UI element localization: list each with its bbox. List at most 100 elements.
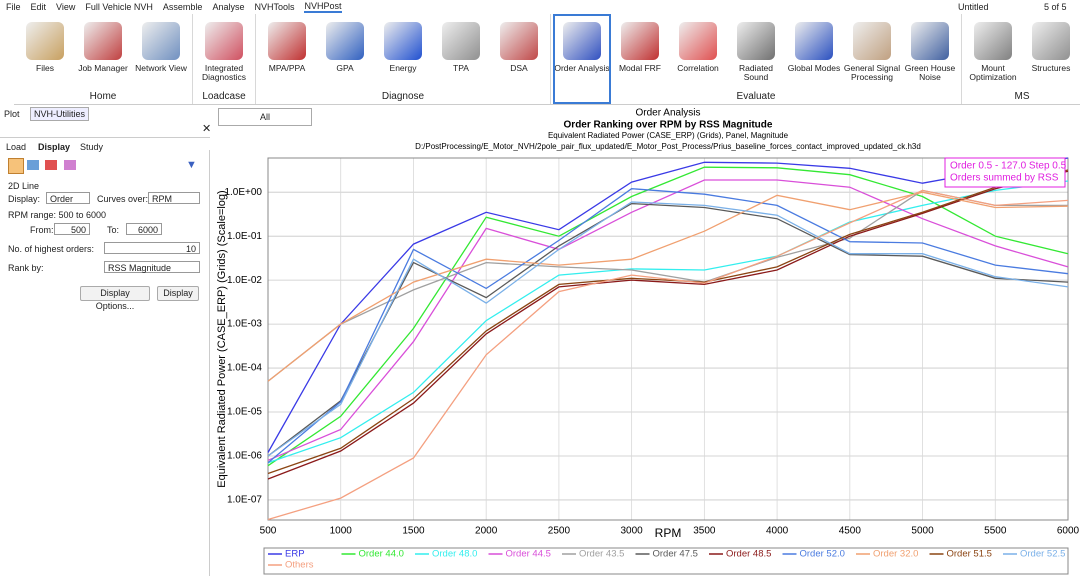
icon-bar[interactable] [45,160,57,170]
group-label: Home [89,91,117,102]
ribbon-item[interactable]: Integrated Diagnostics [195,14,253,104]
filter[interactable]: All [218,108,312,126]
ribbon-item[interactable]: Correlation [669,14,727,104]
x-tick-label: 1500 [402,526,425,537]
x-tick-label: 4000 [766,526,789,537]
ribbon-item[interactable]: Structures [1022,14,1080,104]
icon-polar[interactable] [64,160,76,170]
legend-label: Order 51.5 [947,549,992,560]
menu-item[interactable]: Full Vehicle NVH [85,2,153,12]
section-label: 2D Line [8,181,40,191]
item-label: GPA [336,63,354,73]
ribbon-item[interactable]: Mount Optimization [964,14,1022,104]
item-label: TPA [453,63,469,73]
button-label: Display [163,288,193,298]
legend-label: Others [285,560,314,571]
display-button[interactable]: Display [157,286,199,301]
item-label: Files [36,63,54,73]
item-label: Network View [135,63,187,73]
display-select[interactable]: Order [46,192,90,204]
icon [621,22,659,60]
ribbon-item[interactable]: Network View [132,14,190,104]
item-label: Energy [389,63,417,73]
menu-item[interactable]: Analyse [212,2,245,12]
ribbon-item[interactable]: Global Modes [785,14,843,104]
ribbon-item[interactable]: Energy [374,14,432,104]
item-label: Structures [1031,63,1071,73]
legend-box [263,547,1069,575]
to-input[interactable]: 6000 [126,223,162,235]
x-tick-label: 5000 [911,526,934,537]
icon [853,22,891,60]
icon-line[interactable] [8,158,24,174]
y-tick-label: 1.0E-02 [227,275,262,286]
series-line [267,188,1069,464]
ribbon-item[interactable]: GPA [316,14,374,104]
series-line [267,202,1069,457]
series-line [267,191,1069,382]
menu-item[interactable]: NVHPost [304,1,342,13]
x-axis-label: RPM [655,526,682,540]
orders-select[interactable]: 10 [104,242,200,254]
tab-study[interactable]: Study [80,142,104,152]
ribbon-item[interactable]: Files [16,14,74,104]
legend-label: Order 48.0 [432,549,477,560]
ribbon-item[interactable]: MPA/PPA [258,14,316,104]
icon [563,22,601,60]
ribbon-item[interactable]: DSA [490,14,548,104]
ribbon-item[interactable]: Modal FRF [611,14,669,104]
ribbon-item[interactable]: Job Manager [74,14,132,104]
rank-value: RSS Magnitude [108,263,172,273]
legend-label: Order 47.5 [653,549,698,560]
legend-label: Order 52.0 [800,549,845,560]
legend-label: Order 48.5 [726,549,771,560]
ribbon-group: Order Analysis Modal FRF Correlation Radiat… [551,14,962,104]
x-tick-label: 2500 [548,526,571,537]
icon [974,22,1012,60]
annotation-text: Orders summed by RSS [950,173,1059,184]
icon [500,22,538,60]
icon [679,22,717,60]
close[interactable]: ✕ [202,123,212,135]
icon [26,22,64,60]
item-label: MPA/PPA [268,63,306,73]
item-label: DSA [510,63,528,73]
curves-select[interactable]: RPM [148,192,200,204]
tab-display[interactable]: Display [38,142,71,152]
ribbon-group: MPA/PPA GPA Energy TPA DSA Diagnose [256,14,551,104]
item-label: Green House Noise [904,63,956,82]
icon-3d[interactable] [27,160,39,170]
menu-item[interactable]: NVHTools [254,2,295,12]
menu-item[interactable]: View [56,2,76,12]
ribbon-item[interactable]: TPA [432,14,490,104]
series-line [267,166,1069,467]
ribbon-item[interactable]: Radiated Sound [727,14,785,104]
icon [384,22,422,60]
tab-load[interactable]: Load [6,142,27,152]
range-text: RPM range: 500 to 6000 [8,210,107,220]
y-tick-label: 1.0E-06 [227,451,262,462]
menu-item[interactable]: File [6,2,21,12]
ribbon-item[interactable]: Order Analysis [553,14,611,104]
document-name[interactable]: Untitled [958,2,989,12]
x-tick-label: 3000 [621,526,644,537]
group-label: Loadcase [202,91,246,102]
icon [795,22,833,60]
icon [911,22,949,60]
menu-item[interactable]: Edit [30,2,47,12]
icon [737,22,775,60]
y-tick-label: 1.0E-03 [227,319,262,330]
rank-label: Rank by: [8,263,44,273]
icon [205,22,243,60]
display-options-button[interactable]: Display Options... [80,286,150,311]
x-tick-label: 4500 [839,526,862,537]
rank-select[interactable]: RSS Magnitude [104,261,200,273]
ribbon-item[interactable]: General Signal Processing [843,14,901,104]
ribbon-item[interactable]: Green House Noise [901,14,959,104]
tab-nvh-utilities[interactable]: NVH-Utilities [30,107,90,121]
menu-item[interactable]: Assemble [162,2,203,12]
tab-plot[interactable]: Plot [4,109,20,119]
filter-icon[interactable]: ▼ [186,159,197,171]
from-input[interactable]: 500 [54,223,90,235]
